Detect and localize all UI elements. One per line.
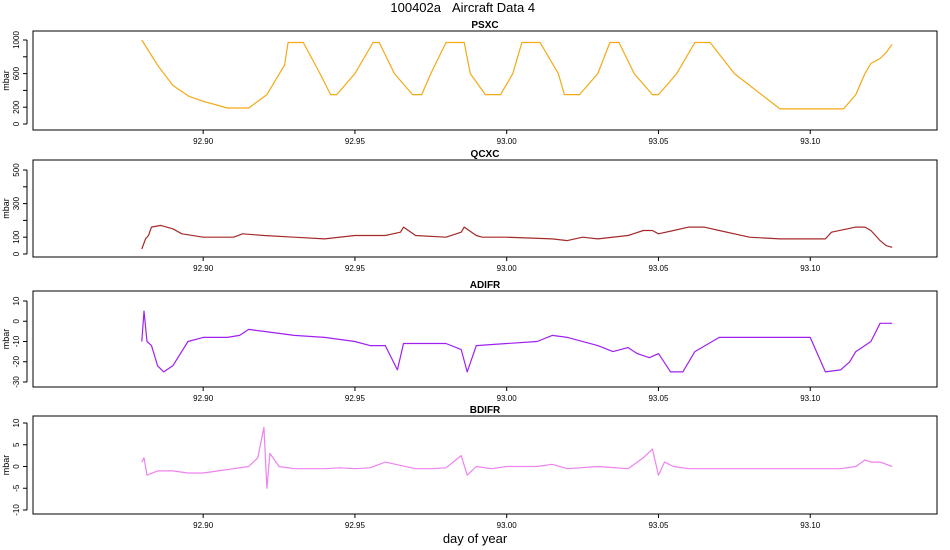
x-tick-label: 92.90 (193, 137, 214, 146)
panel-qcxc: QCXC 0 100 300 500 mbar 92.90 92.95 93.00 93.05 93… (1, 149, 938, 273)
series-line-psxc (141, 39, 893, 110)
y-tick-label: -5 (12, 484, 21, 492)
panel-title: PSXC (471, 20, 498, 31)
plot-frame (32, 415, 938, 515)
y-tick-label: 1000 (12, 31, 21, 49)
x-tick-label: 93.10 (800, 264, 821, 273)
y-tick-label: 10 (12, 418, 21, 427)
x-tick-label: 92.95 (345, 137, 366, 146)
series-line-qcxc (141, 224, 893, 250)
x-tick-label: 93.00 (497, 394, 518, 403)
series-line-adifr (141, 310, 893, 373)
y-tick-label: 0 (12, 251, 21, 256)
x-tick-label: 93.05 (648, 521, 669, 530)
y-axis-label: mbar (1, 329, 11, 350)
x-axis-title: day of year (443, 531, 508, 546)
x-tick-label: 93.05 (648, 137, 669, 146)
panel-title: QCXC (471, 149, 500, 160)
x-tick-label: 93.10 (800, 521, 821, 530)
x-tick-label: 93.05 (648, 394, 669, 403)
y-tick-label: 600 (12, 66, 21, 80)
y-tick-label: 500 (12, 163, 21, 177)
x-tick-label: 92.90 (193, 264, 214, 273)
plot-frame (32, 30, 938, 131)
y-tick-label: 10 (12, 296, 21, 305)
y-tick-label: 0 (12, 318, 21, 323)
x-tick-label: 92.90 (193, 394, 214, 403)
y-axis-label: mbar (1, 198, 11, 219)
series-line-bdifr (141, 426, 893, 489)
y-tick-label: 0 (12, 464, 21, 469)
figure-title-flight: 100402a (390, 0, 441, 15)
y-tick-label: 200 (12, 100, 21, 114)
x-tick-label: 93.10 (800, 394, 821, 403)
x-tick-label: 93.05 (648, 264, 669, 273)
panel-psxc: PSXC 0 200 600 1000 mbar 92.90 92.95 93.00 93.05 9… (1, 20, 938, 146)
x-tick-label: 93.10 (800, 137, 821, 146)
y-tick-label: 300 (12, 196, 21, 210)
plot-frame (32, 290, 938, 388)
x-tick-label: 92.95 (345, 264, 366, 273)
panel-title: BDIFR (470, 405, 501, 416)
plot-frame (32, 159, 938, 258)
panel-title: ADIFR (470, 280, 501, 291)
x-tick-label: 92.95 (345, 521, 366, 530)
y-tick-label: -10 (12, 335, 21, 347)
panel-bdifr: BDIFR -10 -5 0 5 10 mbar 92.90 92.95 93.00 93.05 93… (1, 405, 938, 530)
y-axis-label: mbar (1, 455, 11, 476)
x-tick-label: 92.95 (345, 394, 366, 403)
y-axis-label: mbar (1, 70, 11, 91)
x-tick-label: 93.00 (497, 137, 518, 146)
y-tick-label: 5 (12, 442, 21, 447)
figure-title: Aircraft Data 4 (452, 0, 535, 15)
panel-adifr: ADIFR -30 -20 -10 0 10 mbar 92.90 92.95 93.00 93.0… (1, 280, 938, 403)
x-tick-label: 93.00 (497, 264, 518, 273)
y-tick-label: -30 (12, 376, 21, 388)
x-tick-label: 92.90 (193, 521, 214, 530)
y-tick-label: -20 (12, 355, 21, 367)
y-tick-label: 100 (12, 230, 21, 244)
y-tick-label: 0 (12, 121, 21, 126)
y-tick-label: -10 (12, 504, 21, 516)
x-tick-label: 93.00 (497, 521, 518, 530)
